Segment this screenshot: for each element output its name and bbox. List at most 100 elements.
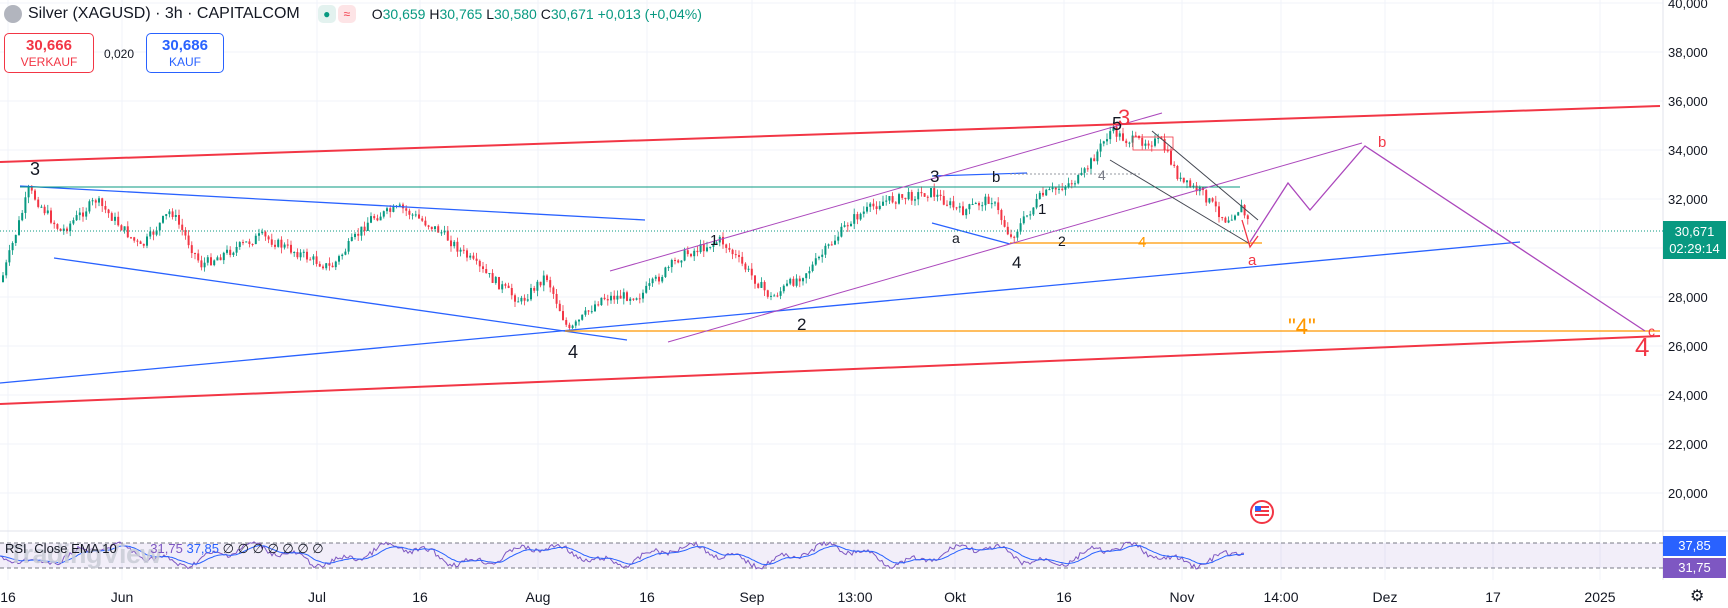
chart-header: Silver (XAGUSD) · 3h · CAPITALCOM ● ≈ O3… [4, 2, 702, 26]
red-circle-mark [1241, 219, 1259, 249]
candle-body [536, 281, 539, 291]
candle-body [254, 235, 257, 245]
candle-body [558, 303, 561, 312]
candle-body [910, 191, 913, 201]
candle-body [1214, 201, 1217, 207]
candle-body [158, 222, 161, 231]
candle-body [1246, 215, 1249, 219]
candle-body [1003, 220, 1006, 227]
candle-body [1026, 215, 1028, 217]
candle-body [322, 266, 324, 269]
candle-body [1150, 145, 1153, 147]
candle-body [699, 244, 702, 253]
candle-body [722, 236, 724, 245]
symbol-logo-icon[interactable] [4, 5, 22, 23]
change-value: +0,013 (+0,04%) [597, 6, 702, 22]
candle-body [517, 301, 520, 303]
candle-body [174, 215, 177, 217]
rsi-ema-line [0, 544, 1245, 566]
candle-body [405, 208, 408, 211]
candle-body [1218, 206, 1220, 218]
candle-body [98, 198, 100, 203]
candle-body [562, 311, 564, 321]
candle-body [629, 298, 632, 301]
candle-body [338, 256, 340, 262]
candle-body [162, 215, 164, 223]
time-axis[interactable]: 16 Jun Jul 16 Aug 16 Sep 13:00 Okt 16 Nov 14:00 Dez 1… [0, 589, 1616, 605]
market-status-pill[interactable]: ● ≈ [317, 5, 356, 23]
wave-label: 3 [30, 159, 40, 179]
candle-body [136, 240, 139, 242]
red-channel-upper [0, 105, 1661, 163]
candle-body [18, 220, 20, 235]
candle-body [987, 196, 990, 204]
candle-body [1128, 142, 1131, 144]
candle-body [1182, 177, 1185, 183]
candle-body [360, 226, 363, 236]
candle-body [917, 192, 920, 200]
candle-body [85, 211, 88, 217]
candle-body [62, 228, 65, 231]
rsi-value: 31,75 [150, 541, 183, 556]
settings-gear-icon[interactable]: ⚙ [1690, 588, 1705, 605]
candle-body [1006, 226, 1009, 235]
candle-body [50, 210, 52, 223]
candle-body [1134, 135, 1137, 137]
candle-body [610, 295, 612, 301]
candle-body [280, 239, 283, 248]
rsi-ema-value: 37,85 [186, 541, 220, 556]
candle-body [107, 209, 110, 214]
time-tick: Jun [111, 589, 134, 605]
us-flag-event-icon[interactable] [1250, 500, 1274, 524]
candle-body [213, 260, 216, 266]
red-channel-lower [0, 335, 1661, 405]
sell-button[interactable]: 30,666 VERKAUF [4, 33, 94, 73]
candle-body [971, 204, 974, 206]
candle-body [334, 261, 337, 268]
candle-body [1000, 210, 1003, 221]
candle-body [933, 188, 936, 197]
candle-body [741, 256, 744, 264]
candle-body [626, 292, 628, 301]
candle-body [920, 192, 923, 194]
candle-body [130, 237, 132, 239]
candle-body [904, 197, 907, 200]
candle-body [1131, 135, 1134, 143]
candle-body [1045, 189, 1048, 196]
candle-body [952, 201, 955, 208]
buy-button[interactable]: 30,686 KAUF [146, 33, 224, 73]
candle-body [142, 243, 145, 246]
price-axis[interactable]: 40,000 38,000 36,000 34,000 32,000 28,00… [1668, 0, 1708, 501]
candle-body [194, 253, 196, 255]
candle-body [1109, 131, 1112, 140]
candle-body [526, 299, 529, 301]
candle-body [654, 276, 657, 279]
candle-body [690, 254, 692, 257]
candle-body [82, 212, 84, 217]
low-value: 30,580 [494, 6, 537, 22]
candle-body [34, 190, 36, 200]
candle-body [1230, 219, 1233, 221]
rsi-legend[interactable]: RSI Close EMA 10 31,75 37,85 ∅ ∅ ∅ ∅ ∅ ∅… [5, 541, 324, 557]
candle-body [389, 208, 392, 212]
candle-body [216, 257, 219, 261]
candle-body [981, 205, 984, 207]
candle-body [587, 310, 590, 312]
wave-label: 2 [797, 315, 806, 334]
candle-body [229, 249, 232, 255]
candle-body [248, 241, 251, 245]
candle-body [843, 225, 846, 227]
candle-body [149, 231, 152, 237]
candle-body [411, 214, 414, 216]
candle-body [811, 264, 814, 271]
buy-label: KAUF [168, 55, 201, 69]
candle-body [469, 255, 472, 258]
candle-body [850, 223, 852, 227]
symbol-title[interactable]: Silver (XAGUSD) · 3h · CAPITALCOM [28, 5, 300, 22]
candle-body [661, 276, 664, 282]
candle-body [747, 268, 750, 270]
candle-body [1067, 183, 1070, 187]
candle-body [370, 216, 372, 223]
candle-body [1154, 138, 1156, 146]
